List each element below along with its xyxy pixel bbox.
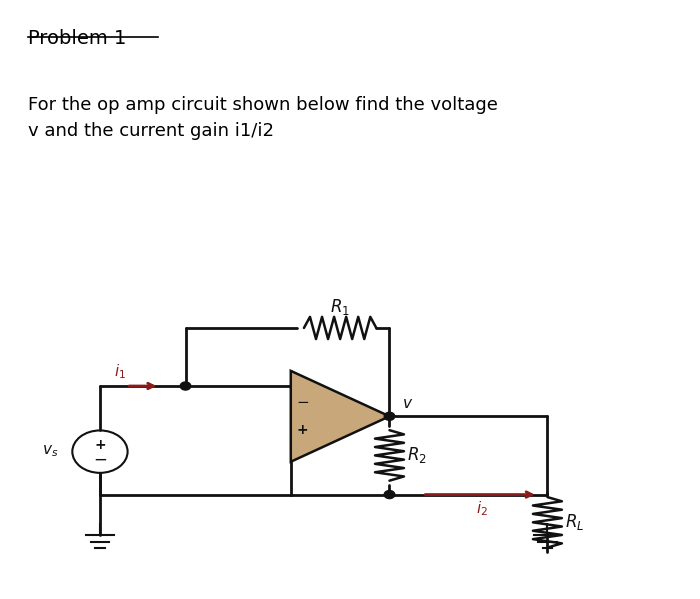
Polygon shape <box>290 371 389 462</box>
Text: For the op amp circuit shown below find the voltage
v and the current gain i1/i2: For the op amp circuit shown below find … <box>28 96 498 140</box>
Circle shape <box>384 412 395 420</box>
Text: $v$: $v$ <box>402 396 414 411</box>
Text: $R_2$: $R_2$ <box>407 446 427 465</box>
Text: $R_L$: $R_L$ <box>566 512 584 533</box>
Text: $v_s$: $v_s$ <box>43 444 59 459</box>
Text: $i_2$: $i_2$ <box>475 500 488 518</box>
Text: $i_1$: $i_1$ <box>113 362 126 381</box>
Text: Problem 1: Problem 1 <box>28 29 127 48</box>
Circle shape <box>384 491 395 498</box>
Text: +: + <box>297 423 309 437</box>
Text: +: + <box>94 438 106 452</box>
Text: −: − <box>93 450 107 469</box>
Circle shape <box>180 382 191 390</box>
Text: −: − <box>296 395 309 410</box>
Text: $R_1$: $R_1$ <box>330 297 350 317</box>
